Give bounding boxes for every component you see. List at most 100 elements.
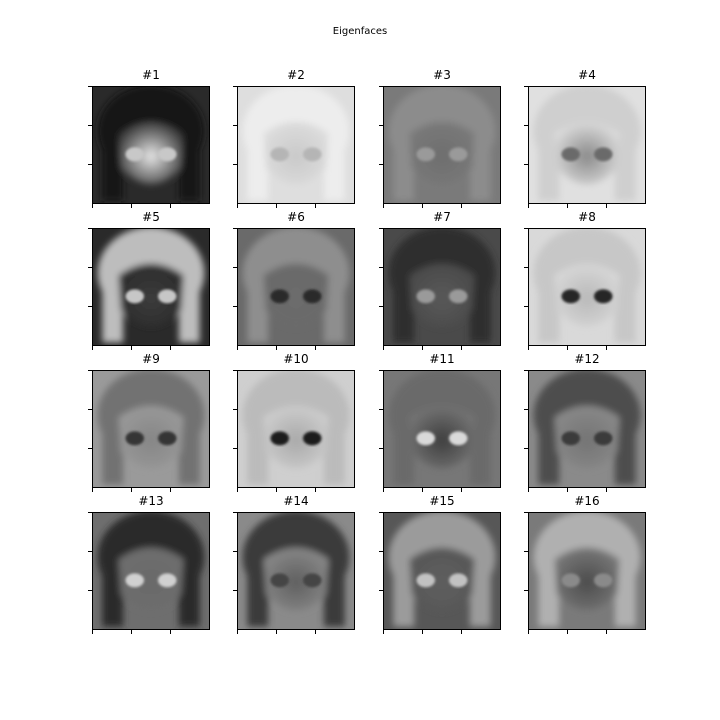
- eigenface-panel: #15: [379, 494, 501, 634]
- eigenface-image: [237, 512, 355, 630]
- x-tick: [567, 204, 568, 208]
- x-tick: [170, 630, 171, 634]
- x-tick: [276, 204, 277, 208]
- x-tick: [567, 488, 568, 492]
- panel-title: #15: [429, 494, 455, 508]
- eigenface-panel: #11: [379, 352, 501, 492]
- x-tick: [237, 630, 238, 634]
- x-tick: [606, 488, 607, 492]
- eigenface-image: [237, 86, 355, 204]
- x-tick: [276, 630, 277, 634]
- y-tick: [88, 164, 92, 165]
- eigenface-image: [237, 228, 355, 346]
- y-tick: [233, 370, 237, 371]
- eigenface-panel: #3: [379, 68, 501, 208]
- x-tick: [528, 630, 529, 634]
- x-tick: [315, 488, 316, 492]
- y-tick: [88, 551, 92, 552]
- y-tick: [524, 267, 528, 268]
- y-tick: [379, 512, 383, 513]
- y-tick: [524, 228, 528, 229]
- x-tick: [315, 204, 316, 208]
- x-tick: [170, 346, 171, 350]
- y-tick: [88, 590, 92, 591]
- eigenface-image: [92, 228, 210, 346]
- panel-title: #16: [574, 494, 600, 508]
- panel-title: #12: [574, 352, 600, 366]
- y-tick: [379, 306, 383, 307]
- y-tick: [88, 306, 92, 307]
- x-tick: [92, 488, 93, 492]
- x-tick: [422, 204, 423, 208]
- y-tick: [233, 164, 237, 165]
- y-tick: [524, 86, 528, 87]
- eigenface-image: [528, 86, 646, 204]
- y-tick: [524, 125, 528, 126]
- x-tick: [92, 346, 93, 350]
- panel-title: #10: [283, 352, 309, 366]
- x-tick: [315, 346, 316, 350]
- x-tick: [170, 488, 171, 492]
- eigenface-image: [237, 370, 355, 488]
- x-tick: [461, 346, 462, 350]
- y-tick: [379, 228, 383, 229]
- y-tick: [233, 512, 237, 513]
- x-tick: [422, 488, 423, 492]
- x-tick: [461, 204, 462, 208]
- y-tick: [88, 512, 92, 513]
- y-tick: [379, 164, 383, 165]
- y-tick: [233, 228, 237, 229]
- x-tick: [92, 630, 93, 634]
- x-tick: [567, 346, 568, 350]
- y-tick: [524, 448, 528, 449]
- y-tick: [88, 448, 92, 449]
- x-tick: [528, 204, 529, 208]
- eigenface-image: [92, 86, 210, 204]
- panel-title: #11: [429, 352, 455, 366]
- x-tick: [606, 346, 607, 350]
- x-tick: [567, 630, 568, 634]
- x-tick: [170, 204, 171, 208]
- eigenface-image: [383, 228, 501, 346]
- y-tick: [524, 409, 528, 410]
- eigenface-panel: #12: [524, 352, 646, 492]
- x-tick: [528, 346, 529, 350]
- x-tick: [528, 488, 529, 492]
- x-tick: [237, 204, 238, 208]
- y-tick: [88, 409, 92, 410]
- y-tick: [88, 370, 92, 371]
- y-tick: [88, 86, 92, 87]
- eigenface-panel: #5: [88, 210, 210, 350]
- x-tick: [315, 630, 316, 634]
- x-tick: [131, 204, 132, 208]
- panel-title: #6: [287, 210, 305, 224]
- eigenface-panel: #8: [524, 210, 646, 350]
- y-tick: [379, 590, 383, 591]
- y-tick: [233, 306, 237, 307]
- x-tick: [131, 488, 132, 492]
- eigenface-image: [92, 370, 210, 488]
- panel-title: #9: [142, 352, 160, 366]
- y-tick: [379, 370, 383, 371]
- x-tick: [422, 630, 423, 634]
- y-tick: [379, 125, 383, 126]
- panel-title: #1: [142, 68, 160, 82]
- eigenface-panel: #14: [233, 494, 355, 634]
- eigenface-panel: #1: [88, 68, 210, 208]
- panel-title: #8: [578, 210, 596, 224]
- eigenface-panel: #10: [233, 352, 355, 492]
- x-tick: [383, 204, 384, 208]
- eigenface-panel: #7: [379, 210, 501, 350]
- x-tick: [461, 630, 462, 634]
- eigenface-image: [383, 86, 501, 204]
- panel-title: #7: [433, 210, 451, 224]
- y-tick: [379, 409, 383, 410]
- eigenface-panel: #2: [233, 68, 355, 208]
- y-tick: [379, 86, 383, 87]
- eigenface-panel: #4: [524, 68, 646, 208]
- y-tick: [379, 448, 383, 449]
- panel-title: #4: [578, 68, 596, 82]
- eigenface-panel: #13: [88, 494, 210, 634]
- y-tick: [88, 228, 92, 229]
- eigenface-image: [528, 370, 646, 488]
